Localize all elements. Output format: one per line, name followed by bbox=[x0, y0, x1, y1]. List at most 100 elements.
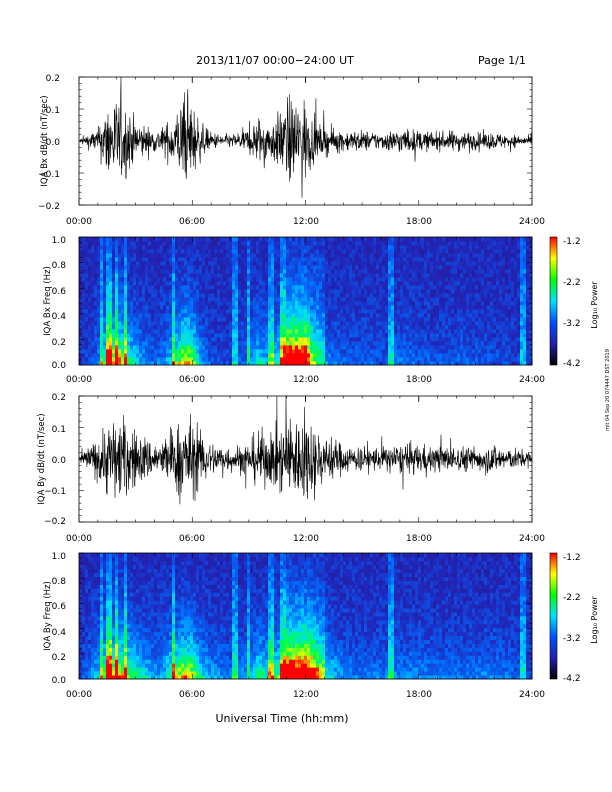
spectrogram-cell bbox=[511, 277, 515, 282]
spectrogram-cell bbox=[466, 293, 470, 298]
spectrogram-cell bbox=[484, 249, 488, 254]
spectrogram-cell bbox=[457, 277, 461, 282]
spectrogram-cell bbox=[91, 297, 95, 302]
spectrogram-cell bbox=[382, 313, 386, 318]
spectrogram-cell bbox=[379, 357, 383, 362]
spectrogram-cell bbox=[220, 349, 224, 354]
spectrogram-cell bbox=[484, 297, 488, 302]
spectrogram-cell bbox=[355, 329, 359, 334]
spectrogram-cell bbox=[139, 353, 143, 358]
spectrogram-cell bbox=[256, 253, 260, 258]
spectrogram-cell bbox=[460, 325, 464, 330]
spectrogram-cell bbox=[166, 265, 170, 270]
spectrogram-cell bbox=[526, 333, 530, 338]
spectrogram-cell bbox=[370, 361, 374, 366]
spectrogram-cell bbox=[331, 293, 335, 298]
spectrogram-cell bbox=[379, 309, 383, 314]
spectrogram-cell bbox=[226, 253, 230, 258]
spectrogram-cell bbox=[517, 301, 521, 306]
spectrogram-cell bbox=[220, 337, 224, 342]
spectrogram-cell bbox=[199, 257, 203, 262]
spectrogram-cell bbox=[406, 297, 410, 302]
spectrogram-cell bbox=[154, 253, 158, 258]
spectrogram-cell bbox=[505, 301, 509, 306]
spectrogram-cell bbox=[448, 309, 452, 314]
spectrogram-cell bbox=[100, 305, 104, 310]
spectrogram-cell bbox=[346, 313, 350, 318]
spectrogram-cell bbox=[442, 249, 446, 254]
spectrogram-cell bbox=[178, 317, 182, 322]
spectrogram-cell bbox=[235, 273, 239, 278]
spectrogram-cell bbox=[268, 269, 272, 274]
spectrogram-cell bbox=[124, 317, 128, 322]
spectrogram-cell bbox=[505, 341, 509, 346]
spectrogram-cell bbox=[376, 357, 380, 362]
spectrogram-cell bbox=[337, 333, 341, 338]
spectrogram-cell bbox=[274, 361, 278, 366]
spectrogram-cell bbox=[205, 349, 209, 354]
spectrogram-cell bbox=[283, 249, 287, 254]
spectrogram-cell bbox=[139, 237, 143, 242]
spectrogram-cell bbox=[493, 253, 497, 258]
spectrogram-cell bbox=[319, 333, 323, 338]
spectrogram-cell bbox=[412, 325, 416, 330]
spectrogram-cell bbox=[247, 337, 251, 342]
spectrogram-cell bbox=[124, 245, 128, 250]
spectrogram-cell bbox=[208, 245, 212, 250]
spectrogram-cell bbox=[172, 361, 176, 366]
spectrogram-cell bbox=[487, 325, 491, 330]
spectrogram-cell bbox=[313, 305, 317, 310]
spectrogram-cell bbox=[271, 277, 275, 282]
spectrogram-cell bbox=[385, 293, 389, 298]
spectrogram-cell bbox=[238, 329, 242, 334]
spectrogram-cell bbox=[343, 265, 347, 270]
spectrogram-cell bbox=[340, 341, 344, 346]
spectrogram-cell bbox=[325, 309, 329, 314]
spectrogram-cell bbox=[358, 337, 362, 342]
spectrogram-cell bbox=[508, 357, 512, 362]
spectrogram-cell bbox=[358, 245, 362, 250]
spectrogram-cell bbox=[469, 289, 473, 294]
spectrogram-cell bbox=[286, 345, 290, 350]
spectrogram-cell bbox=[469, 317, 473, 322]
spectrogram-cell bbox=[445, 269, 449, 274]
spectrogram-cell bbox=[88, 301, 92, 306]
spectrogram-cell bbox=[352, 337, 356, 342]
spectrogram-cell bbox=[502, 261, 506, 266]
spectrogram-cell bbox=[103, 269, 107, 274]
spectrogram-cell bbox=[175, 317, 179, 322]
spectrogram-cell bbox=[472, 285, 476, 290]
spectrogram-cell bbox=[271, 241, 275, 246]
spectrogram-cell bbox=[283, 237, 287, 242]
spectrogram-cell bbox=[481, 249, 485, 254]
spectrogram-cell bbox=[133, 349, 137, 354]
spectrogram-cell bbox=[520, 277, 524, 282]
spectrogram-cell bbox=[337, 277, 341, 282]
spectrogram-cell bbox=[181, 285, 185, 290]
spectrogram-cell bbox=[520, 241, 524, 246]
spectrogram-cell bbox=[196, 321, 200, 326]
spectrogram-cell bbox=[463, 269, 467, 274]
spectrogram-cell bbox=[433, 285, 437, 290]
spectrogram-cell bbox=[274, 249, 278, 254]
spectrogram-cell bbox=[292, 241, 296, 246]
spectrogram-cell bbox=[400, 265, 404, 270]
spectrogram-cell bbox=[490, 257, 494, 262]
spectrogram-cell bbox=[193, 241, 197, 246]
spectrogram-cell bbox=[505, 313, 509, 318]
spectrogram-cell bbox=[154, 257, 158, 262]
spectrogram-cell bbox=[391, 249, 395, 254]
spectrogram-cell bbox=[409, 253, 413, 258]
spectrogram-cell bbox=[280, 345, 284, 350]
spectrogram-cell bbox=[259, 357, 263, 362]
spectrogram-cell bbox=[238, 265, 242, 270]
spectrogram-cell bbox=[361, 265, 365, 270]
spectrogram-cell bbox=[154, 237, 158, 242]
spectrogram-cell bbox=[118, 353, 122, 358]
spectrogram-cell bbox=[454, 249, 458, 254]
spectrogram-cell bbox=[178, 277, 182, 282]
spectrogram-cell bbox=[523, 321, 527, 326]
spectrogram-cell bbox=[397, 325, 401, 330]
spectrogram-cell bbox=[172, 241, 176, 246]
